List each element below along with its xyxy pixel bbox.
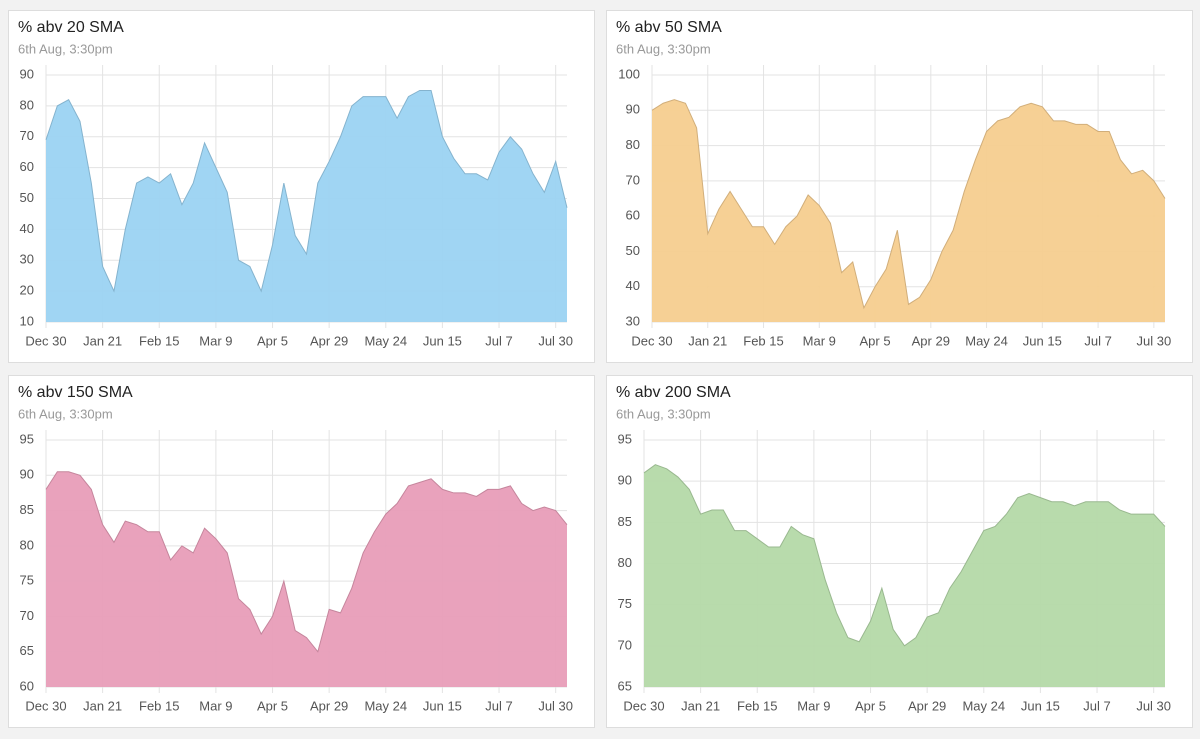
x-tick-label: Mar 9 — [199, 333, 232, 348]
x-tick-label: Apr 29 — [310, 698, 348, 713]
y-tick-label: 90 — [20, 66, 34, 81]
chart-subtitle: 6th Aug, 3:30pm — [616, 41, 711, 56]
y-tick-label: 50 — [626, 243, 640, 258]
x-tick-label: Feb 15 — [737, 698, 777, 713]
chart-title: % abv 50 SMA — [616, 19, 722, 36]
area — [644, 464, 1165, 687]
x-tick-label: Jan 21 — [681, 698, 720, 713]
x-tick-label: Jul 7 — [485, 333, 512, 348]
y-tick-label: 40 — [20, 221, 34, 236]
x-tick-label: Dec 30 — [623, 698, 664, 713]
y-tick-label: 80 — [626, 137, 640, 152]
x-tick-label: Apr 5 — [860, 333, 891, 348]
x-tick-label: Apr 29 — [908, 698, 946, 713]
x-tick-label: Apr 5 — [257, 698, 288, 713]
chart-title: % abv 150 SMA — [18, 384, 133, 401]
y-tick-label: 75 — [618, 596, 632, 611]
x-tick-label: Jul 7 — [485, 698, 512, 713]
x-tick-label: Jan 21 — [83, 333, 122, 348]
chart-panel: % abv 200 SMA 6th Aug, 3:30pm 65 70 75 80 85 90… — [606, 375, 1193, 728]
x-tick-label: Dec 30 — [25, 333, 66, 348]
chart-title: % abv 200 SMA — [616, 384, 731, 401]
x-tick-label: Jul 7 — [1083, 698, 1110, 713]
x-tick-label: Jun 15 — [423, 698, 462, 713]
x-tick-label: Dec 30 — [631, 333, 672, 348]
y-tick-label: 40 — [626, 278, 640, 293]
chart-subtitle: 6th Aug, 3:30pm — [616, 406, 711, 421]
y-tick-label: 65 — [618, 678, 632, 693]
y-tick-label: 20 — [20, 283, 34, 298]
x-tick-label: Mar 9 — [797, 698, 830, 713]
y-tick-label: 85 — [618, 514, 632, 529]
y-tick-label: 85 — [20, 502, 34, 517]
y-tick-label: 70 — [20, 128, 34, 143]
y-tick-label: 90 — [626, 102, 640, 117]
x-tick-label: Apr 29 — [912, 333, 950, 348]
y-tick-label: 95 — [618, 431, 632, 446]
x-tick-label: Jun 15 — [423, 333, 462, 348]
y-tick-label: 60 — [20, 159, 34, 174]
area-line — [651, 99, 1166, 310]
y-tick-label: 50 — [20, 190, 34, 205]
y-tick-label: 80 — [618, 555, 632, 570]
y-tick-label: 10 — [20, 313, 34, 328]
chart-panel: % abv 50 SMA 6th Aug, 3:30pm 30 40 50 60 70 80 9… — [606, 10, 1193, 363]
y-tick-label: 60 — [20, 678, 34, 693]
x-tick-label: Jan 21 — [688, 333, 727, 348]
y-tick-label: 80 — [20, 97, 34, 112]
x-tick-label: Apr 29 — [310, 333, 348, 348]
chart-panel: % abv 20 SMA 6th Aug, 3:30pm 10 20 30 40 50 60 7… — [8, 10, 595, 363]
x-tick-label: Jul 7 — [1084, 333, 1111, 348]
area-line — [45, 89, 568, 293]
y-tick-label: 90 — [618, 473, 632, 488]
x-tick-label: Jul 30 — [538, 698, 573, 713]
y-tick-label: 95 — [20, 431, 34, 446]
x-tick-label: May 24 — [364, 333, 407, 348]
area-line — [45, 471, 568, 653]
x-tick-label: May 24 — [962, 698, 1005, 713]
y-tick-label: 70 — [618, 637, 632, 652]
y-tick-label: 100 — [618, 66, 640, 81]
x-tick-label: Feb 15 — [743, 333, 783, 348]
x-tick-label: Jun 15 — [1021, 698, 1060, 713]
chart-title: % abv 20 SMA — [18, 19, 124, 36]
x-tick-label: Feb 15 — [139, 698, 179, 713]
y-tick-label: 70 — [626, 172, 640, 187]
x-tick-label: Mar 9 — [199, 698, 232, 713]
y-tick-label: 30 — [20, 252, 34, 267]
chart-subtitle: 6th Aug, 3:30pm — [18, 41, 113, 56]
x-tick-label: Feb 15 — [139, 333, 179, 348]
x-tick-label: Apr 5 — [257, 333, 288, 348]
x-tick-label: Jul 30 — [538, 333, 573, 348]
y-tick-label: 65 — [20, 643, 34, 658]
y-tick-label: 60 — [626, 208, 640, 223]
area-line — [643, 464, 1166, 647]
x-tick-label: Apr 5 — [855, 698, 886, 713]
x-tick-label: May 24 — [965, 333, 1008, 348]
area — [46, 90, 567, 322]
area — [46, 471, 567, 687]
y-tick-label: 80 — [20, 537, 34, 552]
y-tick-label: 90 — [20, 467, 34, 482]
y-tick-label: 75 — [20, 573, 34, 588]
chart-panel: % abv 150 SMA 6th Aug, 3:30pm 60 65 70 75 80 85… — [8, 375, 595, 728]
x-tick-label: Jul 30 — [1136, 698, 1171, 713]
y-tick-label: 30 — [626, 313, 640, 328]
x-tick-label: Mar 9 — [803, 333, 836, 348]
x-tick-label: Jun 15 — [1023, 333, 1062, 348]
x-tick-label: Jan 21 — [83, 698, 122, 713]
x-tick-label: May 24 — [364, 698, 407, 713]
chart-subtitle: 6th Aug, 3:30pm — [18, 406, 113, 421]
area — [652, 99, 1165, 322]
x-tick-label: Dec 30 — [25, 698, 66, 713]
x-tick-label: Jul 30 — [1136, 333, 1171, 348]
y-tick-label: 70 — [20, 608, 34, 623]
